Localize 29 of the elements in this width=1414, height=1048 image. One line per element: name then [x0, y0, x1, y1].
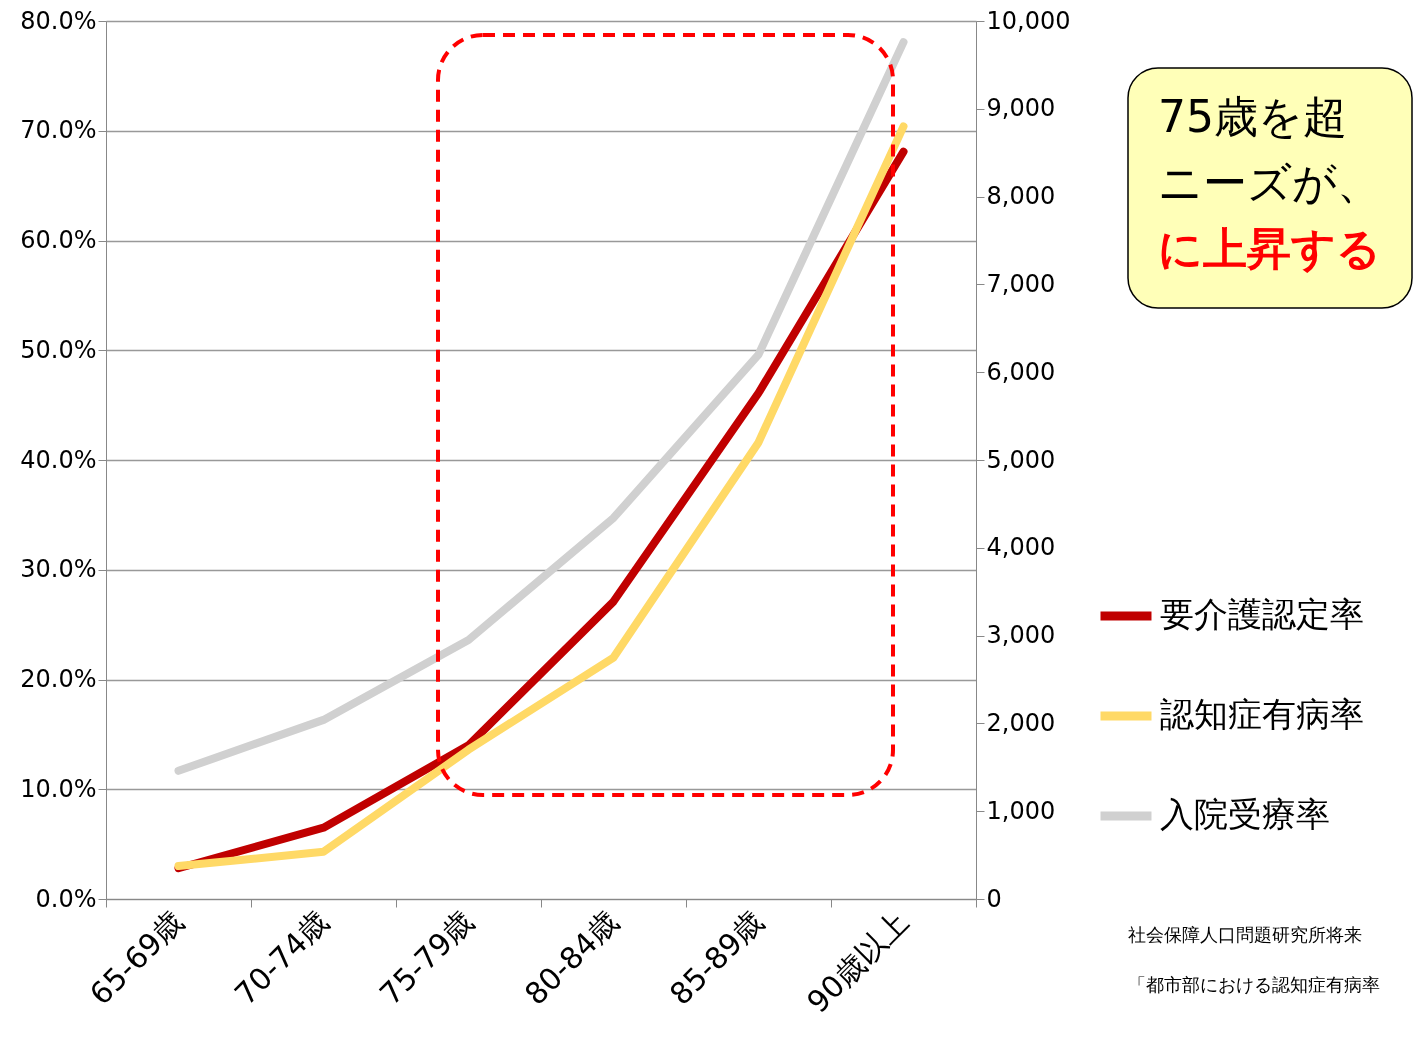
y-tick-label: 0.0% [35, 884, 97, 913]
y2-tick-label: 6,000 [986, 357, 1056, 386]
legend-label: 要介護認定率 [1160, 594, 1364, 634]
y-tick-label: 10.0% [20, 774, 97, 803]
y2-tick-label: 7,000 [986, 269, 1056, 298]
text: に上昇する [1158, 223, 1381, 274]
legend-label: 入院受療率 [1160, 794, 1330, 834]
text: 社会保障人口問題研究所将来 [1128, 924, 1362, 945]
legend-label: 認知症有病率 [1160, 694, 1364, 734]
y2-tick-label: 8,000 [986, 182, 1056, 211]
y-tick-label: 60.0% [20, 226, 97, 254]
x-tick-label: 90歳以上 [799, 904, 916, 1020]
y2-tick-label: 9,000 [986, 94, 1056, 123]
y2-tick-label: 2,000 [986, 708, 1056, 737]
text: 75歳を超 [1158, 91, 1347, 142]
y-tick-label: 80.0% [20, 6, 97, 35]
y-tick-label: 50.0% [20, 335, 97, 364]
y2-tick-label: 4,000 [986, 533, 1056, 562]
y-tick-label: 20.0% [20, 665, 97, 693]
y2-tick-label: 5,000 [986, 445, 1056, 474]
text: ニーズが、 [1158, 157, 1381, 208]
y2-tick-label: 1,000 [986, 796, 1056, 825]
text: 「都市部における認知症有病率 [1128, 974, 1380, 995]
y-tick-label: 40.0% [20, 445, 97, 474]
y2-tick-label: 0 [986, 884, 1002, 913]
y2-tick-label: 3,000 [986, 621, 1056, 650]
y2-tick-label: 10,000 [986, 6, 1071, 35]
y-tick-label: 70.0% [20, 116, 97, 145]
y-tick-label: 30.0% [20, 555, 97, 584]
